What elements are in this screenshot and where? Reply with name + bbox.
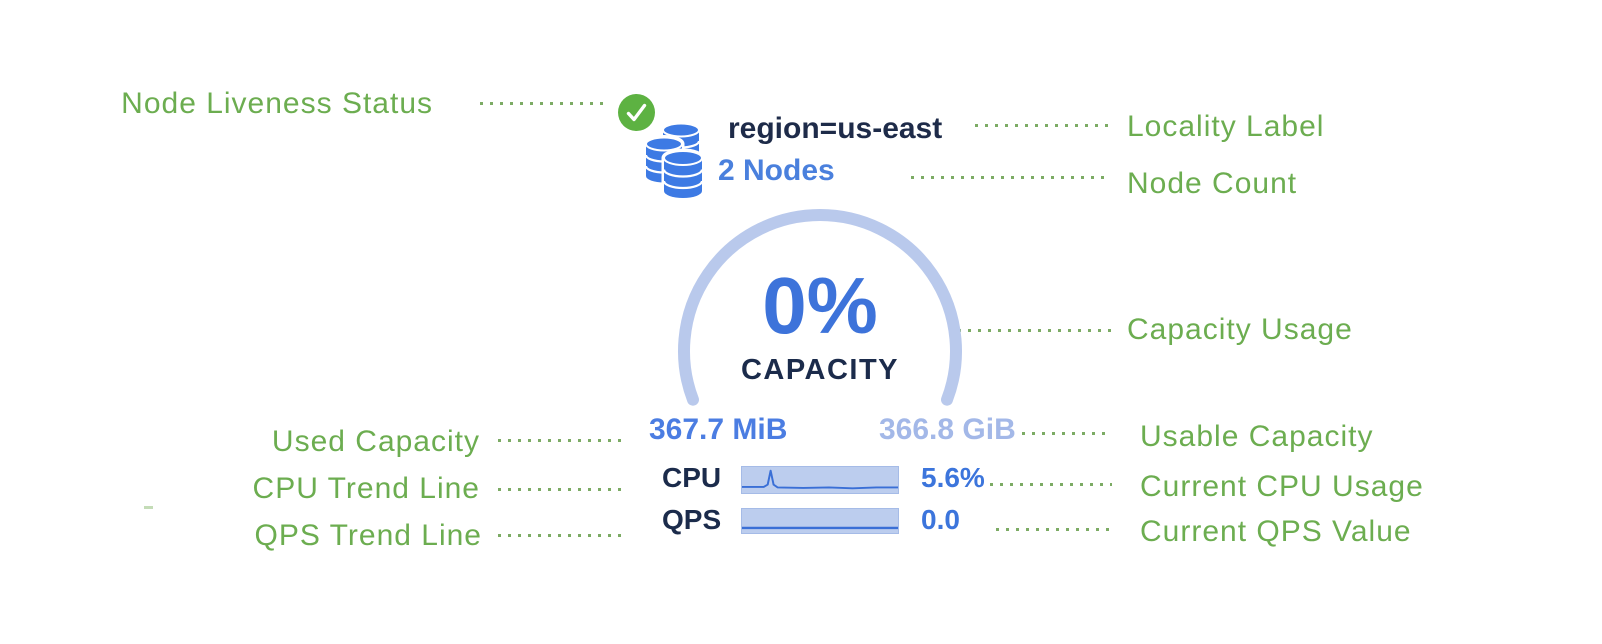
annotation-usable-capacity: Usable Capacity bbox=[1140, 420, 1374, 453]
leader-used-capacity bbox=[498, 439, 622, 442]
capacity-gauge-arc bbox=[670, 201, 970, 501]
leader-node-liveness bbox=[480, 102, 604, 105]
check-circle-icon bbox=[618, 94, 655, 131]
database-stack-icon bbox=[643, 122, 710, 201]
qps-label: QPS bbox=[662, 504, 722, 535]
leader-locality-label bbox=[975, 124, 1112, 127]
cpu-usage-value: 5.6% bbox=[921, 462, 985, 493]
annotation-capacity-usage: Capacity Usage bbox=[1127, 313, 1353, 346]
annotation-node-count: Node Count bbox=[1127, 167, 1298, 200]
leader-qps-trend-line bbox=[498, 534, 622, 537]
annotation-used-capacity: Used Capacity bbox=[271, 425, 480, 458]
leader-capacity-usage bbox=[958, 329, 1111, 332]
annotation-node-liveness-status: Node Liveness Status bbox=[121, 87, 433, 120]
stray-artifact bbox=[144, 506, 153, 509]
used-capacity-value: 367.7 MiB bbox=[649, 413, 788, 446]
leader-node-count bbox=[911, 176, 1111, 179]
capacity-usage-percent: 0% bbox=[762, 261, 878, 350]
usable-capacity-value: 366.8 GiB bbox=[879, 413, 1016, 446]
cpu-trend-polyline bbox=[742, 469, 898, 490]
capacity-caption: CAPACITY bbox=[740, 354, 900, 386]
qps-trend-sparkline bbox=[741, 508, 899, 534]
cpu-trend-sparkline bbox=[741, 466, 899, 494]
node-count-text: 2 Nodes bbox=[718, 154, 835, 187]
cpu-label: CPU bbox=[662, 462, 722, 493]
qps-value: 0.0 bbox=[921, 504, 960, 535]
annotation-cpu-trend-line: CPU Trend Line bbox=[252, 472, 480, 505]
locality-label-text: region=us-east bbox=[728, 112, 943, 145]
leader-usable-capacity bbox=[1022, 432, 1112, 435]
leader-current-cpu-usage bbox=[990, 483, 1112, 486]
leader-current-qps-value bbox=[996, 528, 1112, 531]
leader-cpu-trend-line bbox=[498, 488, 622, 491]
annotation-current-cpu-usage: Current CPU Usage bbox=[1140, 470, 1424, 503]
annotation-qps-trend-line: QPS Trend Line bbox=[254, 519, 482, 552]
annotation-current-qps-value: Current QPS Value bbox=[1140, 515, 1412, 548]
annotation-locality-label: Locality Label bbox=[1127, 110, 1325, 143]
